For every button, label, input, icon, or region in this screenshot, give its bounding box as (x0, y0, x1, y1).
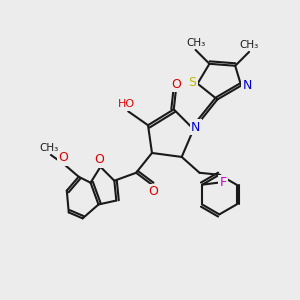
Text: O: O (94, 153, 104, 167)
Text: N: N (242, 79, 252, 92)
Text: O: O (148, 185, 158, 198)
Text: F: F (219, 176, 226, 189)
Text: CH₃: CH₃ (39, 143, 58, 153)
Text: HO: HO (118, 99, 135, 110)
Text: S: S (189, 76, 196, 89)
Text: CH₃: CH₃ (239, 40, 259, 50)
Text: N: N (191, 121, 200, 134)
Text: O: O (58, 152, 68, 164)
Text: O: O (171, 78, 181, 91)
Text: CH₃: CH₃ (186, 38, 205, 48)
